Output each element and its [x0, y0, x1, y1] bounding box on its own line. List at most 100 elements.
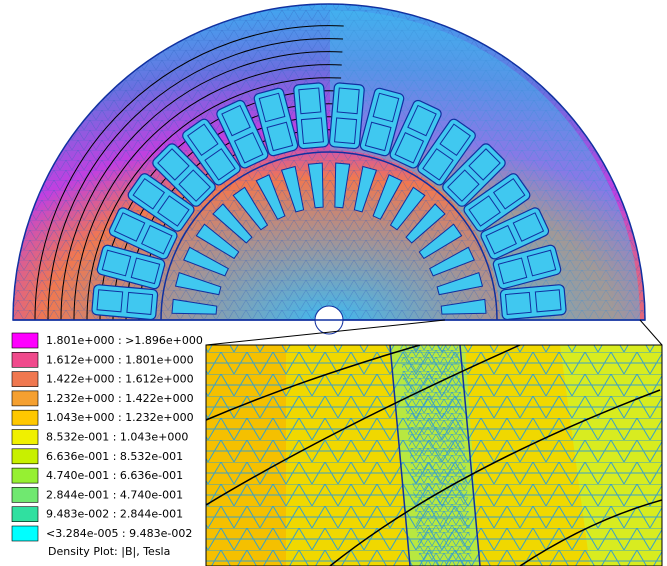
- legend-swatch: [11, 429, 39, 445]
- slot: [480, 207, 550, 260]
- airgap: [160, 151, 498, 321]
- coil: [526, 249, 557, 277]
- field-line: [47, 38, 344, 321]
- coil: [132, 178, 166, 210]
- zoom-line: [205, 319, 446, 346]
- legend-label: 1.801e+000 : >1.896e+000: [46, 334, 203, 347]
- rotor-slot: [307, 162, 324, 209]
- legend-swatch: [11, 409, 39, 426]
- coil: [101, 249, 132, 277]
- slot: [253, 87, 299, 157]
- legend-label: 6.636e-001 : 8.532e-001: [46, 450, 183, 463]
- legend-swatch: [11, 371, 39, 387]
- legend-label: 1.043e+000 : 1.232e+000: [46, 411, 194, 424]
- legend-label: 1.422e+000 : 1.612e+000: [46, 373, 194, 386]
- coil: [266, 121, 294, 152]
- legend-swatch: [11, 332, 39, 349]
- coil: [298, 87, 322, 115]
- rotor-slot: [183, 246, 229, 277]
- slot: [499, 284, 567, 321]
- rotor-slot: [429, 246, 475, 277]
- legend-caption: Density Plot: |B|, Tesla: [48, 545, 170, 558]
- coil: [141, 224, 173, 255]
- coil: [439, 123, 471, 157]
- coil: [233, 132, 264, 164]
- rotor-bar: [372, 174, 403, 220]
- coil: [504, 291, 532, 315]
- rotor-bar: [255, 174, 286, 220]
- rotor-bar: [171, 298, 218, 315]
- coil: [221, 104, 251, 137]
- coil: [422, 148, 454, 181]
- legend-label: <3.284e-005 : 9.483e-002: [46, 527, 192, 540]
- slot: [127, 173, 195, 232]
- rotor-slot: [174, 271, 222, 296]
- rotor-bar: [280, 165, 305, 213]
- slot-outline: [108, 207, 178, 260]
- rotor-slot: [372, 174, 403, 220]
- rotor-bar: [307, 162, 324, 209]
- rotor-bar: [212, 203, 253, 244]
- slot: [216, 99, 269, 169]
- rotor-slot: [440, 298, 487, 315]
- rotor-slot: [418, 223, 463, 260]
- slot: [182, 118, 241, 186]
- coil: [96, 289, 124, 313]
- rotor-slot: [405, 203, 446, 244]
- coil: [447, 169, 480, 202]
- coil: [407, 104, 437, 137]
- rotor-bar: [232, 186, 269, 231]
- legend-swatch: [11, 351, 39, 368]
- slot-outline: [442, 143, 506, 207]
- slot: [442, 143, 506, 207]
- slot-outline: [417, 118, 476, 186]
- slot-outline: [127, 173, 195, 232]
- slot-outline: [182, 118, 241, 186]
- rotor-bar: [405, 203, 446, 244]
- rotor-bar: [389, 186, 426, 231]
- slot-outline: [492, 244, 562, 290]
- slot: [359, 87, 405, 157]
- legend-label: 4.740e-001 : 6.636e-001: [46, 469, 183, 482]
- slot-outline: [96, 244, 166, 290]
- coil: [126, 291, 154, 315]
- coil: [492, 178, 526, 210]
- rotor-bar: [334, 162, 351, 209]
- legend-label: 2.844e-001 : 4.740e-001: [46, 488, 183, 501]
- field-line: [86, 77, 342, 321]
- rotor-slot: [195, 223, 240, 260]
- slot-outline: [216, 99, 269, 169]
- coil: [394, 132, 425, 164]
- rotor-slot: [389, 186, 426, 231]
- slot: [152, 143, 216, 207]
- slot: [91, 284, 159, 321]
- legend: 1.801e+000 : >1.896e+000 1.612e+000 : 1.8…: [11, 332, 203, 542]
- field-line: [60, 51, 343, 321]
- slot: [417, 118, 476, 186]
- coil: [178, 169, 211, 202]
- slot: [293, 82, 330, 150]
- coil: [497, 257, 528, 285]
- slot-outline: [389, 99, 442, 169]
- slot: [108, 207, 178, 260]
- rotor-slot: [334, 162, 351, 209]
- slot: [463, 173, 531, 232]
- rotor-slot: [171, 298, 218, 315]
- field-line: [73, 64, 342, 321]
- slot: [328, 82, 365, 150]
- coil: [512, 212, 545, 242]
- legend-label: 9.483e-002 : 2.844e-001: [46, 508, 183, 521]
- coil: [534, 289, 562, 313]
- legend-swatch: [11, 467, 39, 484]
- rotor-bar: [353, 165, 378, 213]
- rotor-bar: [183, 246, 229, 277]
- coil: [364, 121, 392, 152]
- coil: [468, 195, 501, 227]
- coil: [468, 148, 501, 181]
- slot-outline: [253, 87, 299, 157]
- rotor-slot: [212, 203, 253, 244]
- rotor-bar: [429, 246, 475, 277]
- coil: [187, 123, 219, 157]
- coil: [485, 224, 517, 255]
- slot: [492, 244, 562, 290]
